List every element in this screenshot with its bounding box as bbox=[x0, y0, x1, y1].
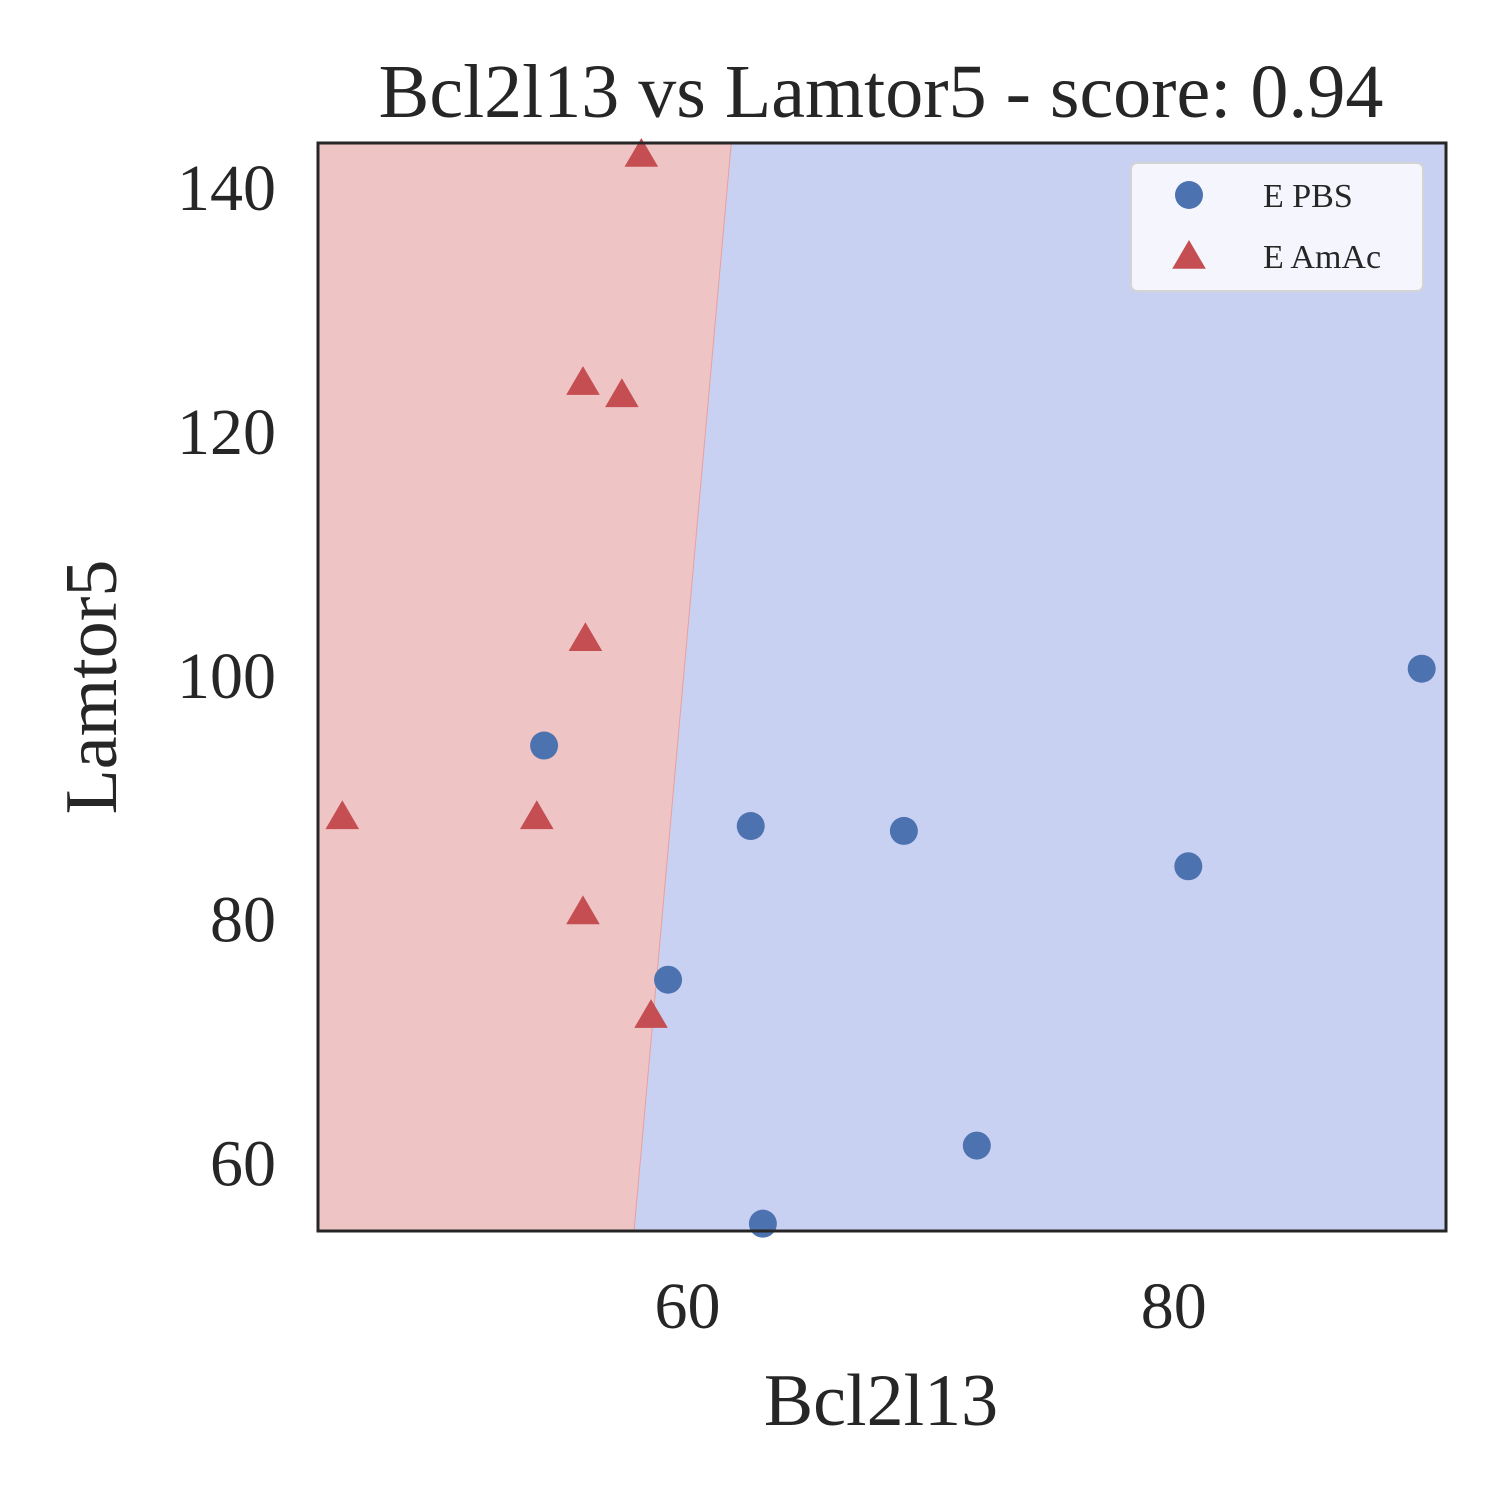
point-e-amac-4 bbox=[325, 800, 360, 830]
point-e-pbs-7 bbox=[748, 1209, 777, 1238]
point-e-pbs-2 bbox=[889, 816, 918, 845]
y-axis-ticks: 60 80 100 120 140 bbox=[177, 152, 276, 1201]
point-e-pbs-3 bbox=[1174, 852, 1203, 881]
point-e-pbs-4 bbox=[1407, 654, 1436, 683]
chart-title: Bcl2l13 vs Lamtor5 - score: 0.94 bbox=[379, 50, 1384, 134]
point-e-pbs-6 bbox=[962, 1131, 991, 1160]
x-tick-label: 60 bbox=[655, 1270, 721, 1343]
decision-boundary bbox=[633, 142, 732, 1232]
data-points bbox=[325, 137, 1436, 1238]
legend-label-0: E PBS bbox=[1263, 178, 1353, 215]
x-axis-label: Bcl2l13 bbox=[764, 1360, 998, 1442]
y-axis-label: Lamtor5 bbox=[51, 560, 133, 815]
point-e-amac-0 bbox=[624, 137, 659, 167]
legend: E PBS E AmAc bbox=[1130, 162, 1424, 292]
legend-label-1: E AmAc bbox=[1263, 239, 1381, 276]
legend-box bbox=[1130, 162, 1424, 292]
point-e-amac-6 bbox=[566, 895, 600, 925]
legend-marker-0 bbox=[1175, 181, 1203, 209]
region-e-amac bbox=[318, 143, 732, 1231]
plot-background bbox=[318, 142, 1446, 1232]
point-e-amac-3 bbox=[568, 622, 603, 652]
point-e-pbs-1 bbox=[736, 812, 765, 841]
point-e-pbs-5 bbox=[654, 965, 683, 994]
y-tick-label: 100 bbox=[177, 640, 276, 713]
point-e-amac-1 bbox=[566, 366, 600, 395]
point-e-amac-5 bbox=[519, 800, 554, 830]
x-axis-ticks: 60 80 bbox=[655, 1270, 1207, 1343]
legend-marker-1 bbox=[1172, 240, 1206, 269]
y-tick-label: 80 bbox=[210, 884, 276, 957]
point-e-amac-7 bbox=[634, 999, 668, 1028]
x-tick-label: 80 bbox=[1141, 1270, 1207, 1343]
y-tick-label: 60 bbox=[210, 1128, 276, 1201]
y-tick-label: 120 bbox=[177, 396, 276, 469]
point-e-pbs-0 bbox=[530, 731, 559, 760]
point-e-amac-2 bbox=[605, 378, 639, 408]
plot-frame bbox=[316, 141, 1448, 1233]
y-tick-label: 140 bbox=[177, 152, 276, 225]
